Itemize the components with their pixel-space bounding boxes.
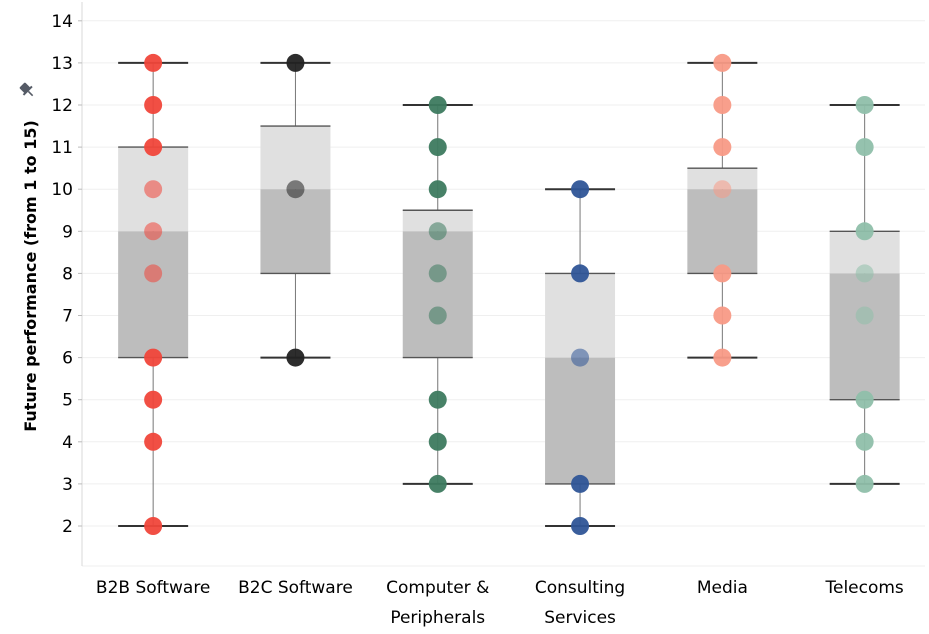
data-point [144, 517, 163, 535]
y-tick-label: 9 [62, 222, 73, 242]
data-point [144, 222, 163, 241]
data-point [713, 180, 732, 199]
data-point [855, 138, 874, 157]
y-tick-label: 14 [51, 12, 73, 32]
data-point [571, 180, 590, 199]
data-point [713, 264, 732, 283]
data-point [571, 348, 590, 367]
box-group [402, 96, 473, 493]
x-category-label: B2C Software [238, 578, 353, 598]
y-tick-label: 7 [62, 307, 73, 327]
box-upper [260, 126, 331, 190]
data-point [571, 264, 590, 283]
data-point [144, 53, 163, 72]
data-point [855, 264, 874, 283]
box-group [545, 180, 616, 535]
x-category-label: Telecoms [824, 578, 903, 598]
data-point [286, 348, 305, 367]
box-lower [402, 231, 473, 358]
box-upper [687, 168, 758, 190]
data-point [855, 96, 874, 114]
x-category-label: Media [697, 578, 748, 598]
data-point [144, 96, 163, 114]
data-point [428, 432, 447, 451]
y-tick-label: 2 [62, 517, 73, 537]
gridlines [82, 20, 925, 567]
y-tick-label: 4 [62, 433, 73, 453]
box-upper [545, 273, 616, 358]
x-category-label: B2B Software [96, 578, 210, 598]
x-category-label: Consulting Services [535, 578, 625, 628]
data-point [855, 390, 874, 409]
data-point [286, 180, 305, 199]
box-lower [829, 273, 900, 400]
data-point [855, 306, 874, 325]
data-point [713, 306, 732, 325]
y-tick-label: 12 [51, 96, 73, 116]
data-point [144, 264, 163, 283]
box-group [260, 53, 331, 367]
data-point [713, 348, 732, 367]
y-tick-label: 13 [51, 54, 73, 74]
y-tick-label: 11 [51, 138, 73, 158]
box-lower [118, 231, 189, 358]
box-series [118, 53, 900, 535]
y-tick-label: 8 [62, 264, 73, 284]
data-point [571, 517, 590, 535]
data-point [428, 180, 447, 199]
data-point [428, 222, 447, 241]
data-point [571, 474, 590, 493]
pin-icon [19, 82, 34, 97]
box-lower [260, 189, 331, 274]
box-group [118, 53, 189, 535]
data-point [428, 390, 447, 409]
data-point [428, 474, 447, 493]
y-tick-label: 6 [62, 349, 73, 369]
data-point [428, 264, 447, 283]
data-point [144, 180, 163, 199]
data-point [428, 306, 447, 325]
data-point [713, 53, 732, 72]
data-point [713, 96, 732, 114]
data-point [144, 348, 163, 367]
x-category-label: Computer & Peripherals [386, 578, 489, 628]
data-point [144, 390, 163, 409]
box-lower [545, 357, 616, 484]
x-axis: B2B Software B2C Software Computer & Periph… [96, 578, 904, 628]
y-axis: 2 3 4 5 6 7 8 9 10 11 12 13 14 [51, 2, 83, 566]
data-point [713, 138, 732, 157]
data-point [855, 222, 874, 241]
data-point [855, 474, 874, 493]
y-axis-label: Future performance (from 1 to 15) [21, 120, 40, 432]
y-tick-label: 5 [62, 391, 73, 411]
data-point [286, 53, 305, 72]
box-group [687, 53, 758, 367]
data-point [428, 138, 447, 157]
data-point [428, 96, 447, 114]
data-point [855, 432, 874, 451]
data-point [144, 432, 163, 451]
box-lower [687, 189, 758, 274]
y-tick-label: 10 [51, 180, 73, 200]
y-tick-label: 3 [62, 475, 73, 495]
box-upper [402, 210, 473, 232]
data-point [144, 138, 163, 157]
box-group [829, 96, 900, 493]
